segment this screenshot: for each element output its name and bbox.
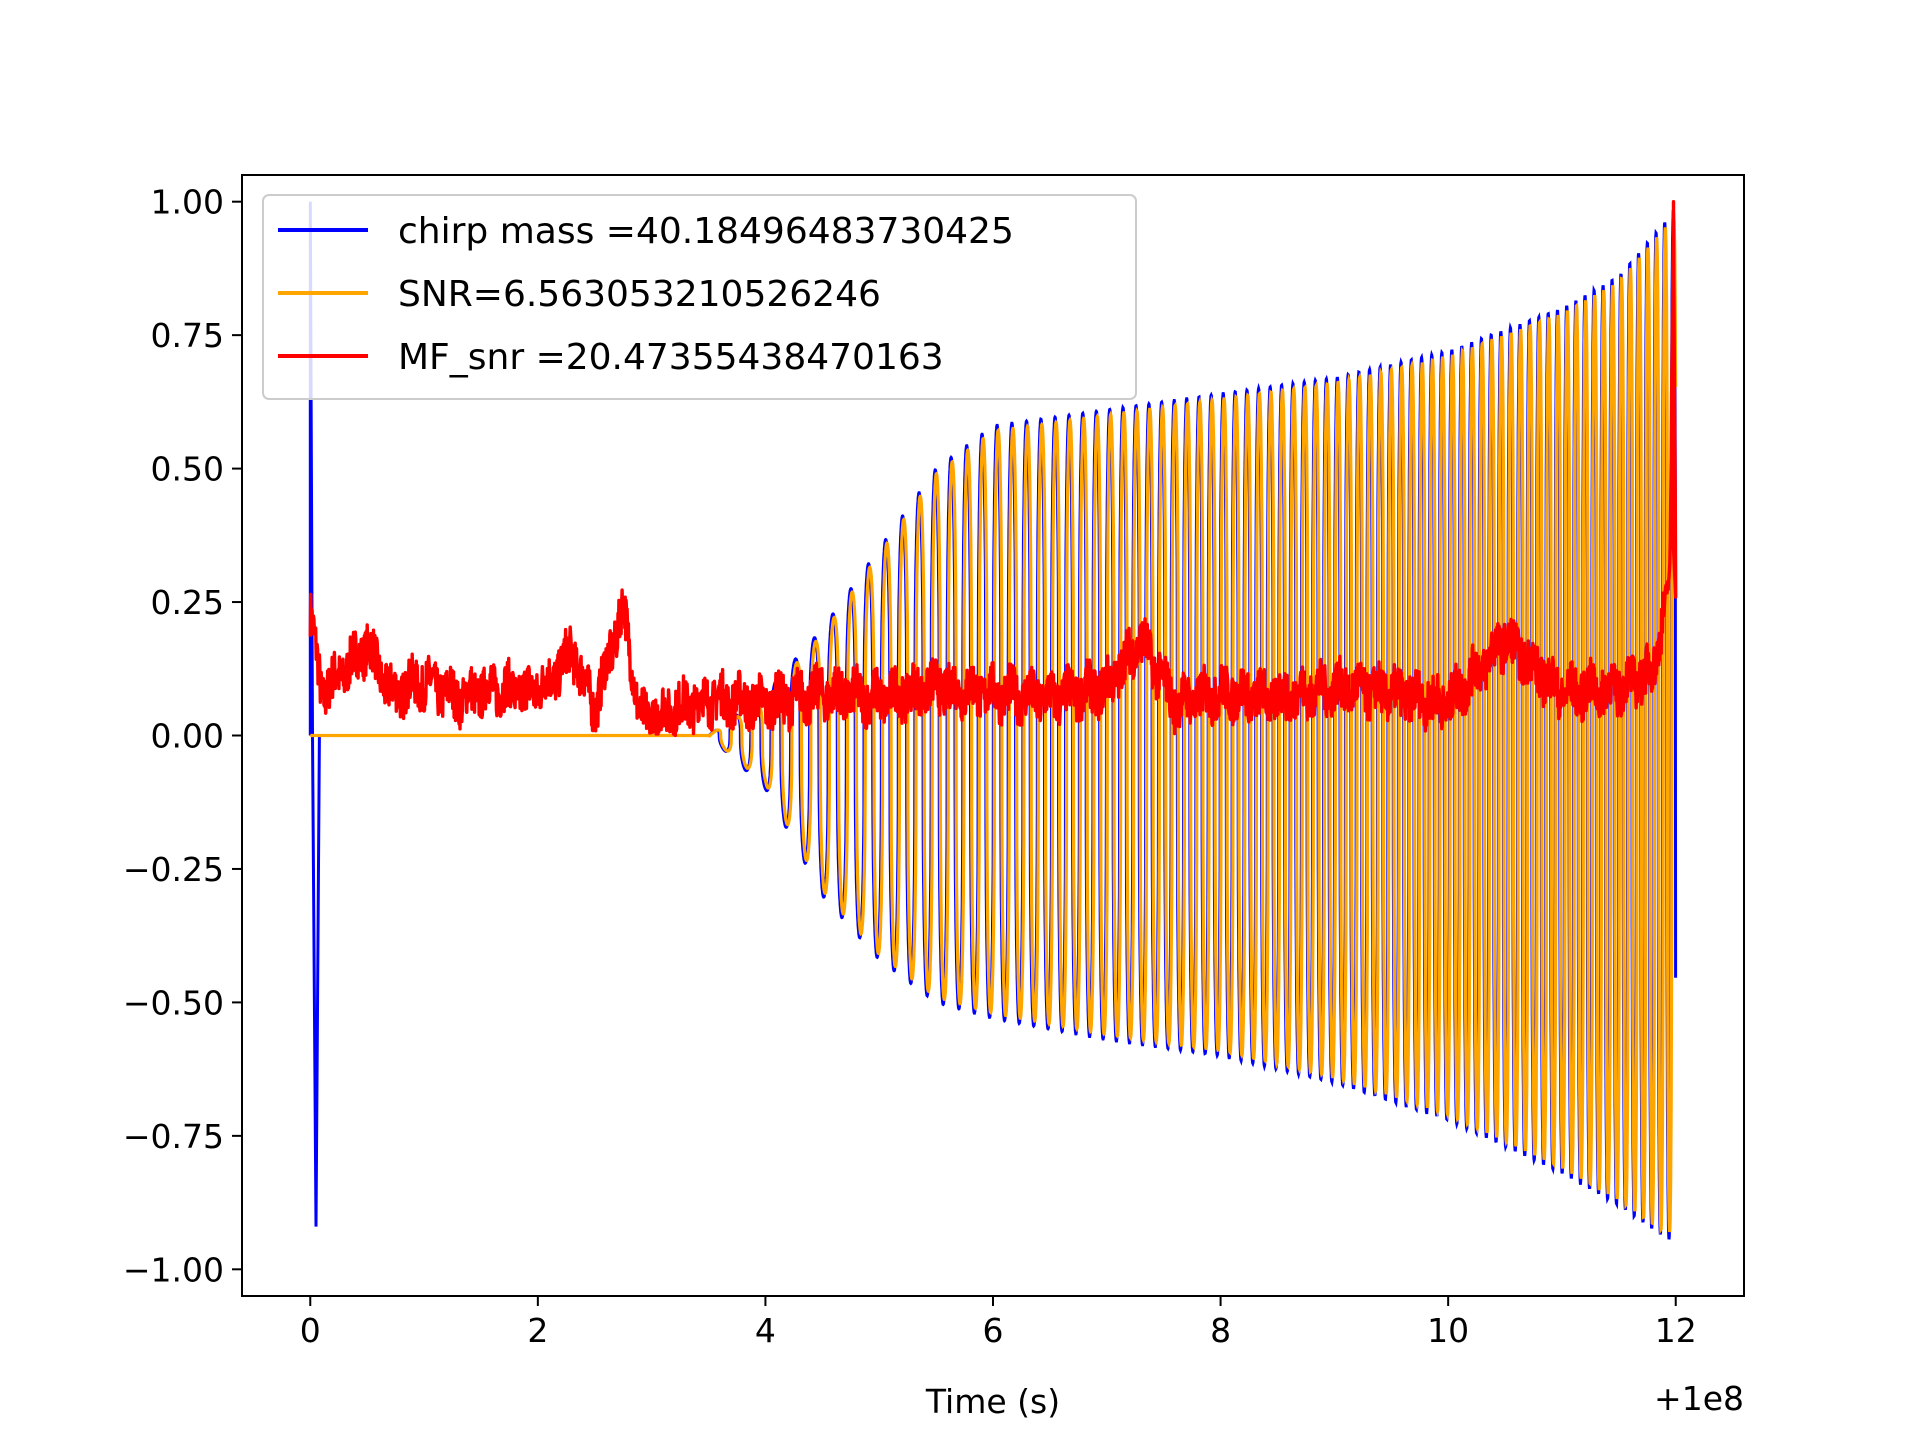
x-tick-label: 8 [1210, 1311, 1231, 1350]
legend-entry: chirp mass =40.18496483730425 [398, 211, 1014, 252]
x-tick-label: 10 [1427, 1311, 1469, 1350]
y-tick-label: 1.00 [151, 183, 224, 222]
legend-box [262, 194, 1137, 400]
y-tick-label: 0.75 [151, 316, 224, 355]
legend-entry: SNR=6.563053210526246 [398, 274, 881, 315]
x-tick-label: 0 [300, 1311, 321, 1350]
legend-entry: MF_snr =20.47355438470163 [398, 337, 944, 378]
x-tick-label: 4 [755, 1311, 776, 1350]
x-offset-label: +1e8 [1654, 1379, 1744, 1418]
y-axis: −1.00 −0.75 −0.50 −0.25 0.00 0.25 0.50 0.75 1.00 [123, 183, 242, 1289]
y-tick-label: −1.00 [123, 1250, 224, 1289]
series-line-mf-snr [308, 200, 1678, 737]
y-tick-label: −0.50 [123, 983, 224, 1022]
y-tick-label: 0.50 [151, 450, 224, 489]
y-tick-label: −0.25 [123, 850, 224, 889]
y-tick-label: −0.75 [123, 1117, 224, 1156]
series-line-snr [310, 219, 1678, 1235]
y-tick-label: 0.25 [151, 583, 224, 622]
x-tick-label: 6 [983, 1311, 1004, 1350]
x-tick-label: 12 [1655, 1311, 1697, 1350]
x-tick-label: 2 [527, 1311, 548, 1350]
legend: chirp mass =40.18496483730425 SNR=6.56305… [262, 194, 1137, 400]
x-axis: 0 2 4 6 8 10 12 [300, 1296, 1697, 1350]
y-tick-label: 0.00 [151, 717, 224, 756]
x-axis-label: Time (s) [925, 1382, 1060, 1421]
series-layer [308, 200, 1678, 1240]
